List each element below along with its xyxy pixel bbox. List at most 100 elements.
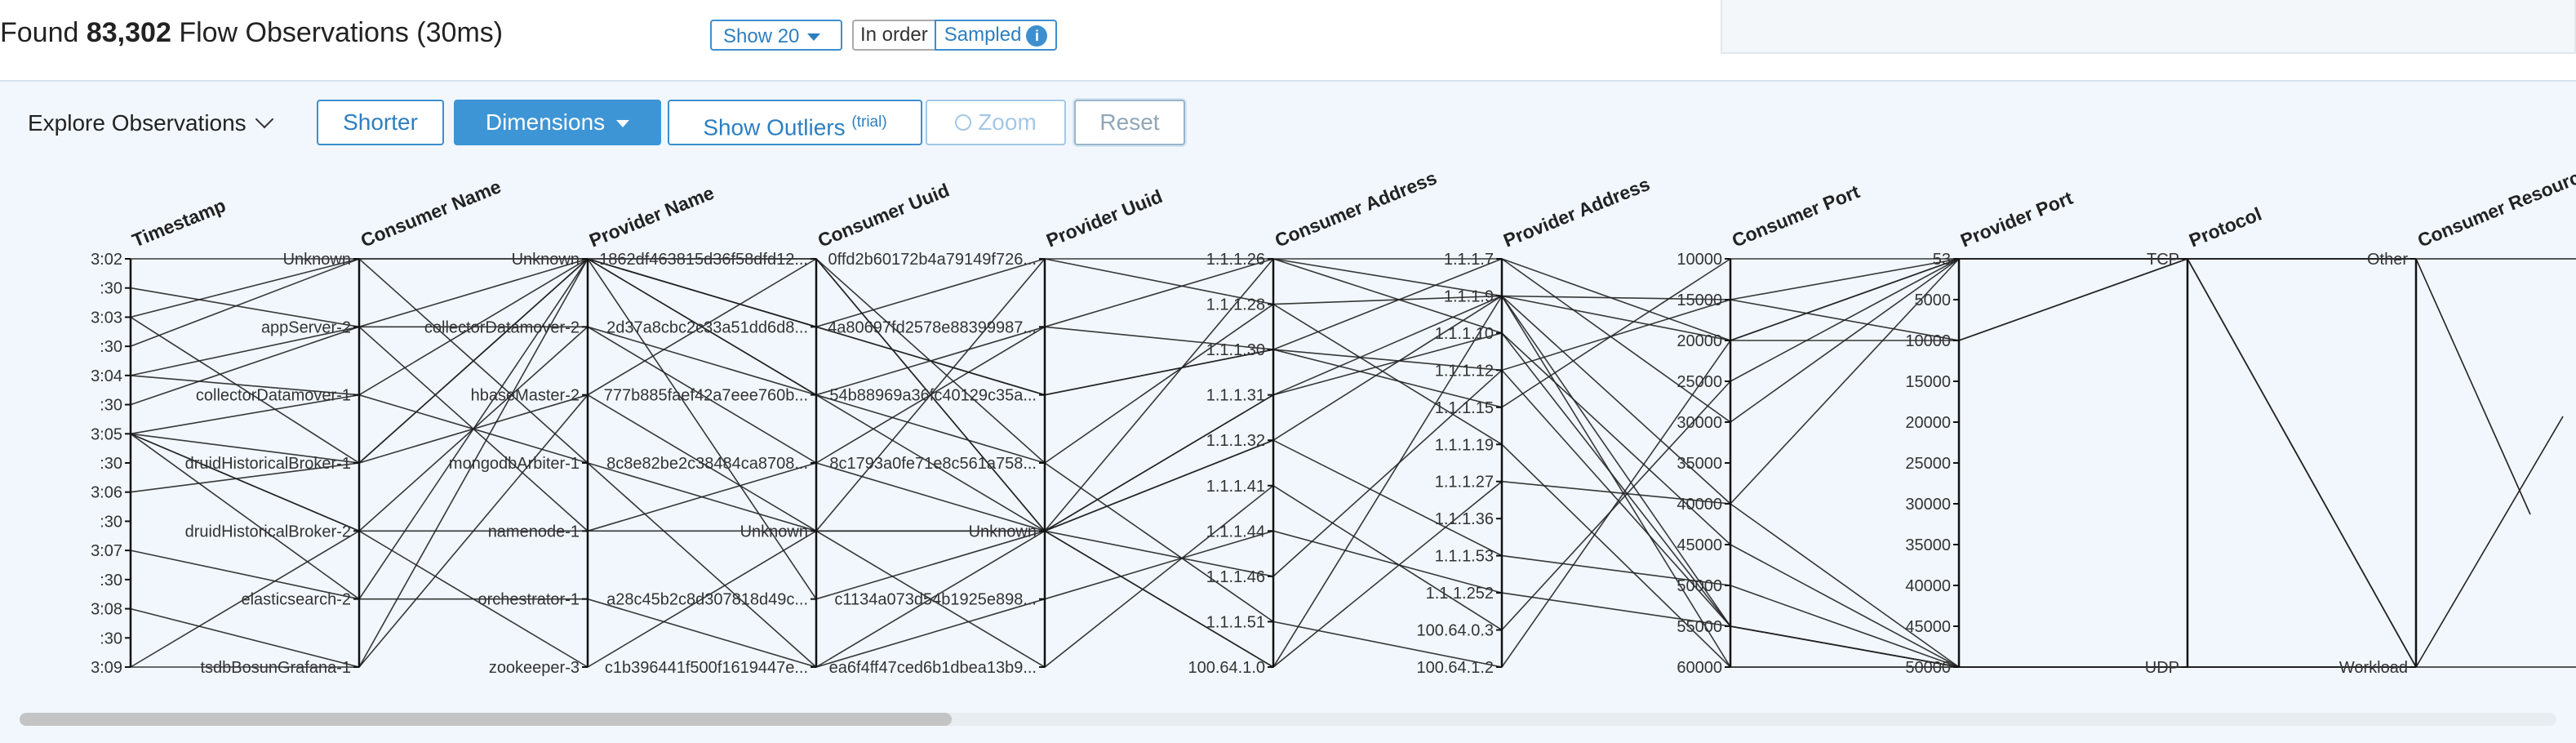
tick-label: c1134a073d54b1925e898... <box>834 591 1037 609</box>
tick-label: 45000 <box>1677 536 1722 554</box>
tick-label: 30000 <box>1677 414 1722 432</box>
tick-label: Other <box>2367 251 2408 269</box>
tick-label: mongodbArbiter-1 <box>449 455 580 473</box>
tick-label: :30 <box>100 572 122 590</box>
show-outliers-button[interactable]: Show Outliers (trial) <box>668 100 922 145</box>
tick-label: 3:03 <box>91 309 122 327</box>
caret-down-icon <box>616 120 630 128</box>
axis-title: Consumer Name <box>358 176 504 251</box>
axis-title: Provider Address <box>1500 173 1653 251</box>
tick-label: 60000 <box>1677 659 1722 677</box>
tick-label: 1862df463815d36f58dfd12... <box>599 251 808 269</box>
tick-label: 45000 <box>1905 618 1951 636</box>
tick-label: 1.1.1.19 <box>1435 436 1494 454</box>
dimensions-button[interactable]: Dimensions <box>454 100 661 145</box>
axis-title: Provider Uuid <box>1043 185 1166 251</box>
tick-label: 1.1.1.41 <box>1206 478 1265 496</box>
tick-label: 1.1.1.51 <box>1206 613 1265 631</box>
axis-title: Consumer Resource <box>2414 162 2576 251</box>
tick-label: namenode-1 <box>488 523 580 541</box>
tick-label: :30 <box>100 513 122 531</box>
tick-label: hbaseMaster-2 <box>471 387 580 405</box>
tick-label: collectorDatamover-2 <box>424 318 580 336</box>
tick-label: orchestrator-1 <box>478 591 580 609</box>
tick-label: 1.1.1.53 <box>1435 548 1494 566</box>
tick-label: collectorDatamover-1 <box>196 387 351 405</box>
tick-label: 10000 <box>1905 332 1951 350</box>
tick-label: 30000 <box>1905 496 1951 514</box>
tick-label: 1.1.1.46 <box>1206 568 1265 586</box>
tick-label: 50000 <box>1677 577 1722 595</box>
tick-label: 1.1.1.27 <box>1435 474 1494 492</box>
tick-label: 15000 <box>1905 373 1951 391</box>
zoom-label: Zoom <box>978 109 1037 135</box>
tick-label: 1.1.1.12 <box>1435 362 1494 380</box>
tick-label: 1.1.1.10 <box>1435 325 1494 343</box>
zoom-button[interactable]: Zoom <box>926 100 1066 145</box>
axis-title: Consumer Uuid <box>815 179 953 251</box>
parallel-coordinates-chart[interactable]: Timestamp 3:02:30 3:03:30 3:04:30 3:05:30 3:0… <box>0 147 2576 702</box>
show-outliers-label: Show Outliers <box>703 114 846 140</box>
results-heading: Found 83,302 Flow Observations (30ms) <box>0 15 503 51</box>
results-prefix: Found <box>0 17 79 48</box>
tick-label: 100.64.1.2 <box>1416 659 1494 677</box>
tick-label: 3:08 <box>91 601 122 619</box>
tick-label: 5000 <box>1915 291 1952 309</box>
sampled-option[interactable]: Sampled i <box>934 20 1058 51</box>
side-panel <box>1721 0 2576 54</box>
tick-label: druidHistoricalBroker-2 <box>185 523 351 541</box>
show-count-dropdown[interactable]: Show 20 <box>710 20 842 51</box>
info-icon[interactable]: i <box>1026 24 1048 47</box>
tick-label: 15000 <box>1677 291 1722 309</box>
explore-observations-toggle[interactable]: Explore Observations <box>28 107 274 140</box>
tick-label: 1.1.1.15 <box>1435 399 1494 417</box>
tick-label: 1.1.1.31 <box>1206 387 1265 405</box>
axis-title: Timestamp <box>129 194 229 251</box>
tick-label: ea6f4ff47ced6b1dbea13b9... <box>829 659 1037 677</box>
chevron-down-icon <box>255 109 274 129</box>
tick-label: 1.1.1.252 <box>1426 585 1494 603</box>
axis-title: Provider Port <box>1957 187 2076 251</box>
tick-label: 100.64.0.3 <box>1416 622 1494 640</box>
show-count-label: Show 20 <box>723 25 800 47</box>
tick-label: 3:06 <box>91 484 122 502</box>
tick-label: 1.1.1.7 <box>1444 251 1494 269</box>
tick-label: 25000 <box>1677 373 1722 391</box>
reset-button[interactable]: Reset <box>1074 100 1185 145</box>
tick-label: 35000 <box>1677 455 1722 473</box>
zoom-icon <box>955 113 972 131</box>
tick-label: Unknown <box>512 251 580 269</box>
tick-label: tsdbBosunGrafana-1 <box>200 659 351 677</box>
horizontal-scrollbar-thumb[interactable] <box>20 713 952 726</box>
tick-label: 4a80697fd2578e88399987... <box>828 318 1037 336</box>
tick-label: 20000 <box>1905 414 1951 432</box>
tick-label: 3:09 <box>91 659 122 677</box>
axis-title: Protocol <box>2186 203 2264 251</box>
explore-label: Explore Observations <box>28 110 246 136</box>
tick-label: 3:05 <box>91 425 122 443</box>
shorter-button[interactable]: Shorter <box>317 100 444 145</box>
tick-label: Unknown <box>283 251 351 269</box>
axis-title: Provider Name <box>586 182 717 251</box>
tick-label: 54b88969a36fc40129c35a... <box>829 387 1037 405</box>
tick-label: 1.1.1.36 <box>1435 510 1494 528</box>
tick-label: c1b396441f500f1619447e... <box>605 659 808 677</box>
tick-label: :30 <box>100 397 122 415</box>
observation-line <box>2415 258 2531 515</box>
tick-label: Unknown <box>740 523 808 541</box>
in-order-option[interactable]: In order <box>852 20 935 51</box>
tick-label: 53 <box>1933 251 1951 269</box>
tick-label: 20000 <box>1677 332 1722 350</box>
tick-label: zookeeper-3 <box>489 659 580 677</box>
tick-label: 50000 <box>1905 659 1951 677</box>
tick-label: 1.1.1.26 <box>1206 251 1265 269</box>
tick-label: 1.1.1.28 <box>1206 296 1265 314</box>
tick-label: :30 <box>100 280 122 298</box>
tick-label: druidHistoricalBroker-1 <box>185 455 351 473</box>
tick-label: TCP <box>2147 251 2179 269</box>
chevron-down-icon <box>807 33 821 42</box>
tick-label: 40000 <box>1905 577 1951 595</box>
tick-label: UDP <box>2145 659 2179 677</box>
tick-label: 3:04 <box>91 367 122 385</box>
axis-title: Consumer Address <box>1272 167 1440 251</box>
